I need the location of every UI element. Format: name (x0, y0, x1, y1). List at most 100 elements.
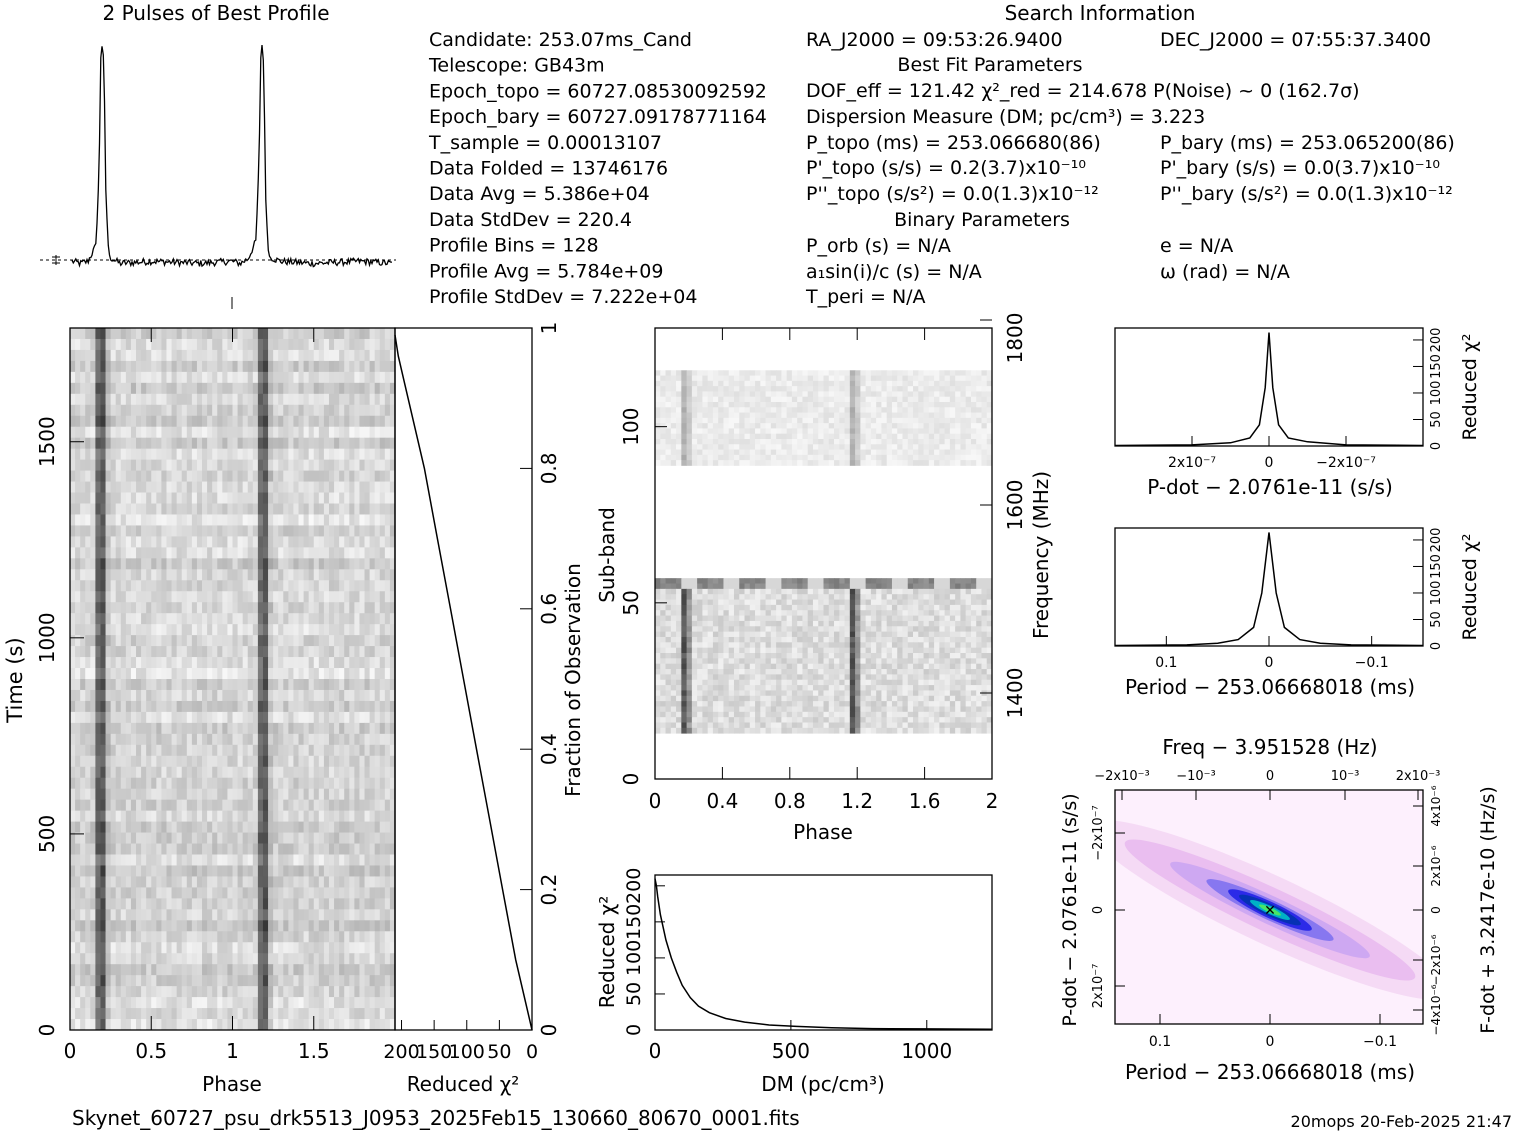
heat-cell (812, 578, 819, 584)
heat-cell (739, 599, 745, 606)
heat-cell (217, 448, 223, 461)
heat-cell (334, 733, 340, 746)
heat-cell (744, 636, 751, 643)
heat-cell (364, 953, 371, 965)
heat-cell (359, 437, 365, 450)
heat-cell (207, 909, 213, 921)
heat-cell (293, 975, 299, 987)
heat-cell (907, 578, 914, 584)
heat-cell (75, 657, 81, 669)
heat-cell (865, 642, 872, 649)
heat-cell (328, 744, 335, 757)
heat-cell (339, 876, 345, 888)
heat-cell (252, 338, 259, 351)
heat-cell (749, 578, 756, 584)
heat-cell (186, 711, 193, 724)
heat-cell (364, 591, 371, 603)
heat-cell (369, 1008, 376, 1020)
heat-cell (151, 646, 157, 658)
heat-cell (232, 569, 238, 581)
heat-cell (318, 986, 325, 998)
heat-cell (313, 711, 320, 724)
heat-cell (313, 865, 320, 877)
heat-cell (262, 547, 269, 559)
heat-cell (860, 604, 867, 611)
heat-cell (283, 613, 289, 625)
heat-cell (242, 624, 249, 636)
heat-cell (770, 604, 777, 611)
heat-cell (75, 843, 81, 855)
heat-cell (323, 569, 330, 581)
heat-cell (359, 788, 365, 801)
heat-cell (697, 594, 703, 600)
heat-cell (262, 1008, 269, 1020)
heat-cell (359, 404, 365, 417)
heat-cell (100, 492, 106, 504)
heat-cell (288, 349, 294, 362)
heat-cell (120, 558, 127, 570)
heat-cell (860, 642, 867, 649)
heat-cell (303, 360, 310, 373)
heat-cell (288, 788, 294, 801)
heat-cell (191, 997, 198, 1009)
heat-cell (318, 613, 325, 625)
heat-cell (75, 942, 81, 954)
heat-cell (70, 887, 76, 899)
heat-cell (293, 689, 299, 702)
heat-cell (125, 942, 132, 954)
heat-cell (191, 536, 198, 548)
heat-cell (141, 898, 147, 910)
heat-cell (110, 832, 117, 844)
heat-cell (298, 668, 304, 680)
heat-cell (202, 799, 208, 812)
heat-cell (247, 338, 254, 351)
heat-cell (146, 942, 152, 954)
heat-cell (802, 631, 809, 638)
heat-cell (384, 459, 391, 471)
heat-cell (146, 481, 152, 493)
heat-cell (156, 503, 162, 515)
heat-cell (384, 920, 391, 932)
heat-cell (166, 788, 172, 801)
heat-cell (85, 997, 91, 1009)
heat-cell (242, 898, 249, 910)
heat-cell (344, 876, 350, 888)
heat-cell (80, 481, 86, 493)
heat-cell (212, 711, 218, 724)
heat-cell (273, 613, 279, 625)
heat-cell (354, 492, 360, 504)
heat-cell (389, 700, 396, 713)
heat-cell (349, 393, 355, 406)
heat-cell (105, 514, 112, 526)
heat-cell (212, 349, 218, 362)
heat-cell (328, 722, 335, 735)
heat-cell (728, 631, 735, 638)
heat-cell (212, 646, 218, 658)
heat-cell (318, 657, 325, 669)
heat-cell (110, 492, 117, 504)
heat-cell (812, 599, 819, 606)
heat-cell (308, 755, 315, 768)
heat-cell (328, 602, 335, 614)
heat-cell (697, 578, 703, 584)
heat-cell (181, 547, 188, 559)
heat-cell (202, 635, 208, 647)
heat-cell (125, 525, 132, 537)
heat-cell (212, 613, 218, 625)
heat-cell (262, 437, 269, 450)
heat-cell (181, 975, 188, 987)
heat-cell (115, 722, 122, 735)
heat-cell (242, 722, 249, 735)
heat-cell (334, 613, 340, 625)
heat-cell (886, 631, 893, 638)
heat-cell (212, 602, 218, 614)
heat-cell (354, 766, 360, 779)
heat-cell (339, 580, 345, 592)
heat-cell (146, 338, 152, 351)
heat-cell (273, 415, 279, 428)
heat-cell (125, 821, 132, 833)
heat-cell (723, 631, 730, 638)
heat-cell (75, 503, 81, 515)
heat-cell (141, 591, 147, 603)
heat-cell (70, 854, 76, 866)
